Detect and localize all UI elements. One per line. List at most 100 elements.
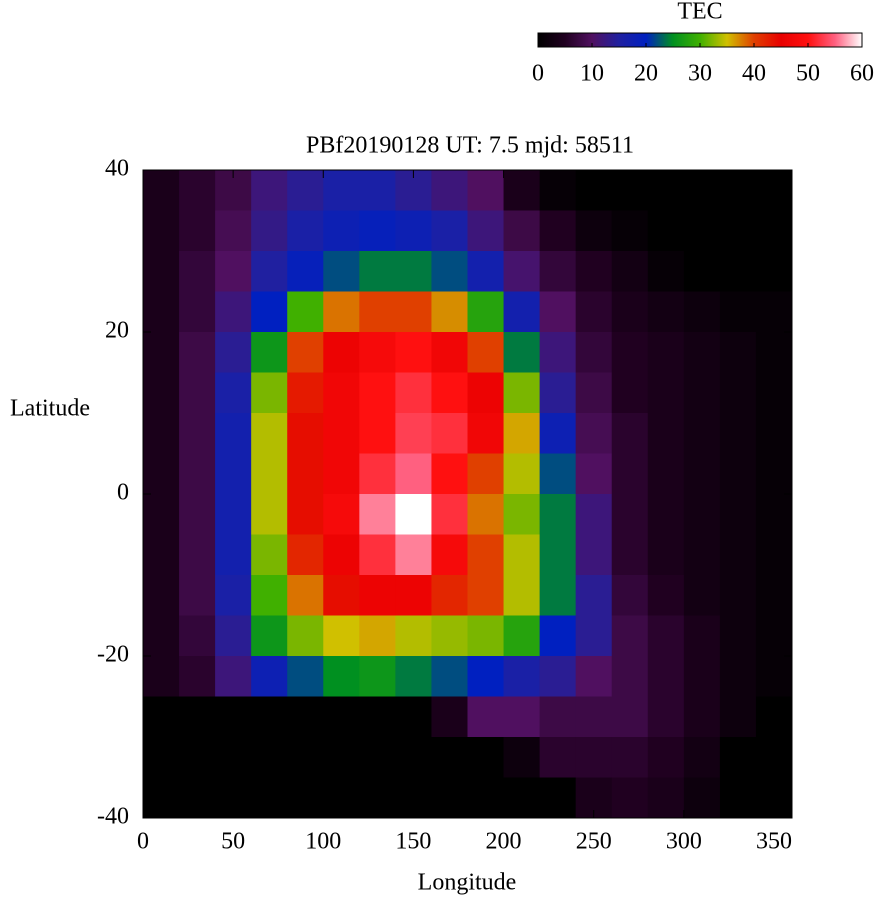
heatmap-cell: [611, 696, 649, 738]
heatmap-cell: [467, 210, 505, 252]
heatmap-cell: [215, 696, 252, 738]
heatmap-cell: [539, 534, 577, 576]
heatmap-cell: [539, 210, 577, 252]
heatmap-cell: [503, 494, 541, 535]
heatmap-cell: [395, 372, 432, 414]
heatmap-cell: [431, 696, 468, 738]
heatmap-cell: [431, 737, 468, 778]
heatmap-cell: [539, 372, 577, 414]
heatmap-cell: [179, 534, 216, 576]
heatmap-cell: [179, 332, 216, 373]
heatmap-cell: [575, 656, 613, 697]
heatmap-cell: [395, 332, 432, 373]
heatmap-cell: [359, 210, 396, 252]
heatmap-cell: [143, 494, 180, 535]
x-tick-label: 350: [756, 829, 792, 855]
heatmap-cell: [539, 332, 577, 373]
heatmap-cell: [395, 534, 432, 576]
heatmap-cell: [719, 494, 757, 535]
heatmap-cell: [251, 372, 288, 414]
heatmap-cell: [467, 170, 505, 211]
heatmap-cell: [575, 494, 613, 535]
heatmap-cell: [719, 413, 757, 454]
heatmap-cell: [287, 656, 324, 697]
heatmap-cell: [143, 170, 180, 211]
heatmap-cell: [143, 332, 180, 373]
heatmap-cell: [647, 453, 685, 495]
heatmap-cell: [755, 737, 793, 778]
heatmap-cell: [467, 251, 505, 292]
heatmap-cell: [503, 615, 541, 657]
heatmap-cell: [179, 170, 216, 211]
heatmap-cell: [215, 615, 252, 657]
heatmap-cell: [287, 494, 324, 535]
heatmap-cell: [647, 615, 685, 657]
heatmap-cell: [143, 696, 180, 738]
heatmap-cell: [287, 777, 324, 819]
heatmap-cell: [719, 534, 757, 576]
heatmap-cell: [431, 777, 468, 819]
heatmap-cell: [215, 413, 252, 454]
heatmap-cell: [215, 332, 252, 373]
x-tick-label: 200: [486, 829, 522, 855]
heatmap-cell: [683, 656, 721, 697]
heatmap-cell: [539, 291, 577, 333]
heatmap-cell: [539, 615, 577, 657]
heatmap-cell: [467, 615, 505, 657]
heatmap-cell: [215, 575, 252, 616]
heatmap-cell: [467, 453, 505, 495]
heatmap-cell: [287, 737, 324, 778]
heatmap-cell: [287, 170, 324, 211]
heatmap-cell: [647, 534, 685, 576]
heatmap-cell: [431, 372, 468, 414]
heatmap-cell: [179, 737, 216, 778]
heatmap-cell: [719, 170, 757, 211]
heatmap-cell: [719, 575, 757, 616]
heatmap-cell: [359, 170, 396, 211]
heatmap-cell: [359, 372, 396, 414]
heatmap-cell: [575, 291, 613, 333]
heatmap-cell: [539, 453, 577, 495]
heatmap-cell: [755, 372, 793, 414]
heatmap-cell: [647, 575, 685, 616]
heatmap-cell: [503, 332, 541, 373]
heatmap-cell: [467, 332, 505, 373]
heatmap-cell: [287, 534, 324, 576]
heatmap-cell: [719, 615, 757, 657]
heatmap-cell: [755, 615, 793, 657]
heatmap-cell: [683, 575, 721, 616]
heatmap-cell: [575, 332, 613, 373]
heatmap-cell: [323, 656, 360, 697]
heatmap-cell: [683, 534, 721, 576]
heatmap-cell: [215, 737, 252, 778]
x-axis-label: Longitude: [418, 870, 517, 896]
heatmap-cell: [539, 251, 577, 292]
heatmap-cell: [359, 656, 396, 697]
heatmap-cell: [539, 413, 577, 454]
heatmap-cell: [323, 777, 360, 819]
heatmap-cell: [251, 696, 288, 738]
heatmap-cell: [215, 372, 252, 414]
y-tick-label: 40: [105, 156, 129, 182]
heatmap-cell: [719, 332, 757, 373]
heatmap-cell: [215, 534, 252, 576]
heatmap-cell: [683, 210, 721, 252]
heatmap-cell: [395, 251, 432, 292]
heatmap-cell: [755, 656, 793, 697]
heatmap-cell: [215, 210, 252, 252]
heatmap-cell: [179, 291, 216, 333]
heatmap-cell: [359, 453, 396, 495]
heatmap-cell: [215, 494, 252, 535]
heatmap-cell: [575, 453, 613, 495]
colorbar-tick-label: 20: [634, 61, 658, 87]
heatmap-cell: [575, 534, 613, 576]
heatmap-cell: [683, 696, 721, 738]
heatmap-cell: [251, 615, 288, 657]
heatmap-cell: [395, 656, 432, 697]
heatmap-cell: [395, 413, 432, 454]
heatmap-cell: [575, 251, 613, 292]
heatmap-cell: [755, 251, 793, 292]
heatmap-cell: [683, 291, 721, 333]
heatmap-cell: [755, 494, 793, 535]
heatmap-cell: [719, 291, 757, 333]
